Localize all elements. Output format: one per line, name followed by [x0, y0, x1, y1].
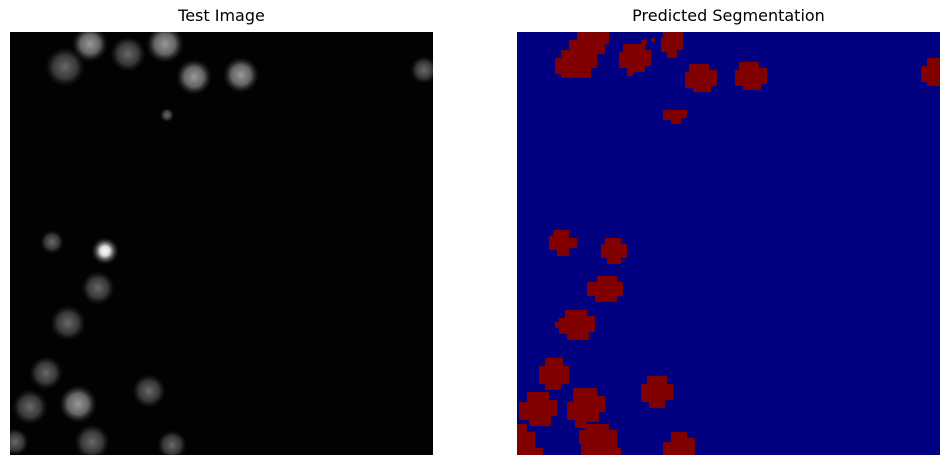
- cell-nucleus: [160, 108, 174, 122]
- cell-nucleus: [223, 57, 259, 93]
- segmented-region: [555, 322, 559, 328]
- segmented-region: [641, 376, 673, 408]
- segmentation-panel: [517, 32, 940, 455]
- segmented-region: [685, 64, 717, 92]
- segmented-region: [587, 276, 623, 302]
- cell-nuclei: [10, 32, 433, 455]
- cell-nucleus: [59, 385, 97, 423]
- test-image-panel: [10, 32, 433, 455]
- cell-nucleus: [157, 430, 187, 455]
- segmented-region: [555, 32, 609, 78]
- segmented-region: [579, 424, 621, 455]
- segmented-region: [661, 32, 683, 58]
- cell-nucleus: [72, 32, 108, 62]
- segmented-region: [651, 38, 655, 42]
- segmented-region: [921, 58, 940, 86]
- cell-nucleus: [132, 374, 166, 408]
- cell-nucleus: [45, 47, 85, 87]
- cell-nucleus: [74, 424, 110, 455]
- segmented-region: [519, 392, 557, 426]
- segmented-region: [735, 62, 767, 90]
- cell-nucleus: [29, 356, 63, 390]
- segmented-region: [663, 110, 687, 124]
- segmented-region: [663, 432, 695, 455]
- cell-nucleus: [10, 428, 29, 455]
- segmented-region: [559, 310, 595, 340]
- cell-nucleus: [176, 59, 212, 95]
- cell-nucleus: [81, 271, 115, 305]
- cell-nucleus: [50, 305, 86, 341]
- segmented-region: [601, 238, 627, 264]
- segmented-regions: [517, 32, 940, 455]
- segmentation-background: [517, 32, 940, 455]
- predicted-segmentation-title: Predicted Segmentation: [632, 6, 825, 25]
- image-background: [10, 32, 433, 455]
- cell-nucleus: [146, 32, 184, 63]
- cell-nucleus: [91, 237, 119, 265]
- cell-nucleus: [410, 56, 433, 84]
- cell-nucleus: [12, 389, 48, 425]
- segmented-region: [549, 230, 577, 256]
- test-image-title: Test Image: [178, 6, 265, 25]
- segmented-region: [567, 388, 605, 428]
- cell-nucleus: [40, 230, 64, 254]
- segmented-region: [517, 424, 543, 455]
- segmented-region: [641, 40, 647, 44]
- segmented-region: [539, 358, 569, 390]
- cell-nucleus: [110, 36, 146, 72]
- segmented-region: [619, 44, 651, 76]
